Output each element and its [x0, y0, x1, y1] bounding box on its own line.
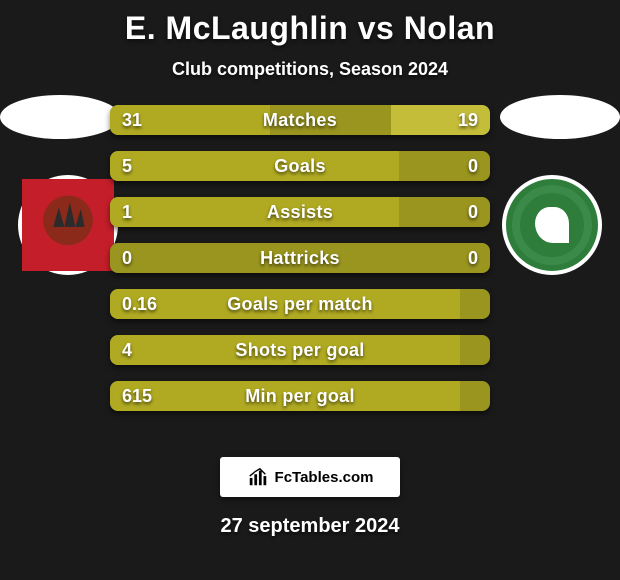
stat-bars: 31Matches195Goals01Assists00Hattricks00.… — [110, 105, 490, 411]
footer-date: 27 september 2024 — [0, 515, 620, 538]
bar-label: Goals per match — [110, 289, 490, 319]
crest-graphic — [22, 179, 114, 271]
team-crest-left — [18, 175, 118, 275]
stat-bar: 615Min per goal — [110, 381, 490, 411]
crest-swan — [535, 207, 568, 244]
bar-right-value: 0 — [468, 197, 478, 227]
stat-bar: 31Matches19 — [110, 105, 490, 135]
page-subtitle: Club competitions, Season 2024 — [0, 59, 620, 80]
bar-label: Min per goal — [110, 381, 490, 411]
comparison-infographic: E. McLaughlin vs Nolan Club competitions… — [0, 0, 620, 580]
stat-bar: 1Assists0 — [110, 197, 490, 227]
stat-bar: 4Shots per goal — [110, 335, 490, 365]
bar-label: Matches — [110, 105, 490, 135]
stat-bar: 0Hattricks0 — [110, 243, 490, 273]
bar-right-value: 0 — [468, 151, 478, 181]
player-headshot-right — [500, 95, 620, 139]
main-row: 31Matches195Goals01Assists00Hattricks00.… — [0, 105, 620, 435]
stat-bar: 0.16Goals per match — [110, 289, 490, 319]
bar-label: Shots per goal — [110, 335, 490, 365]
team-crest-right — [502, 175, 602, 275]
bar-label: Hattricks — [110, 243, 490, 273]
player-headshot-left — [0, 95, 120, 139]
page-title: E. McLaughlin vs Nolan — [0, 10, 620, 47]
bar-label: Assists — [110, 197, 490, 227]
stat-bar: 5Goals0 — [110, 151, 490, 181]
branding-badge: FcTables.com — [220, 457, 400, 497]
chart-icon — [247, 466, 269, 488]
bar-right-value: 19 — [458, 105, 478, 135]
branding-label: FcTables.com — [275, 469, 374, 486]
bar-right-value: 0 — [468, 243, 478, 273]
bar-label: Goals — [110, 151, 490, 181]
